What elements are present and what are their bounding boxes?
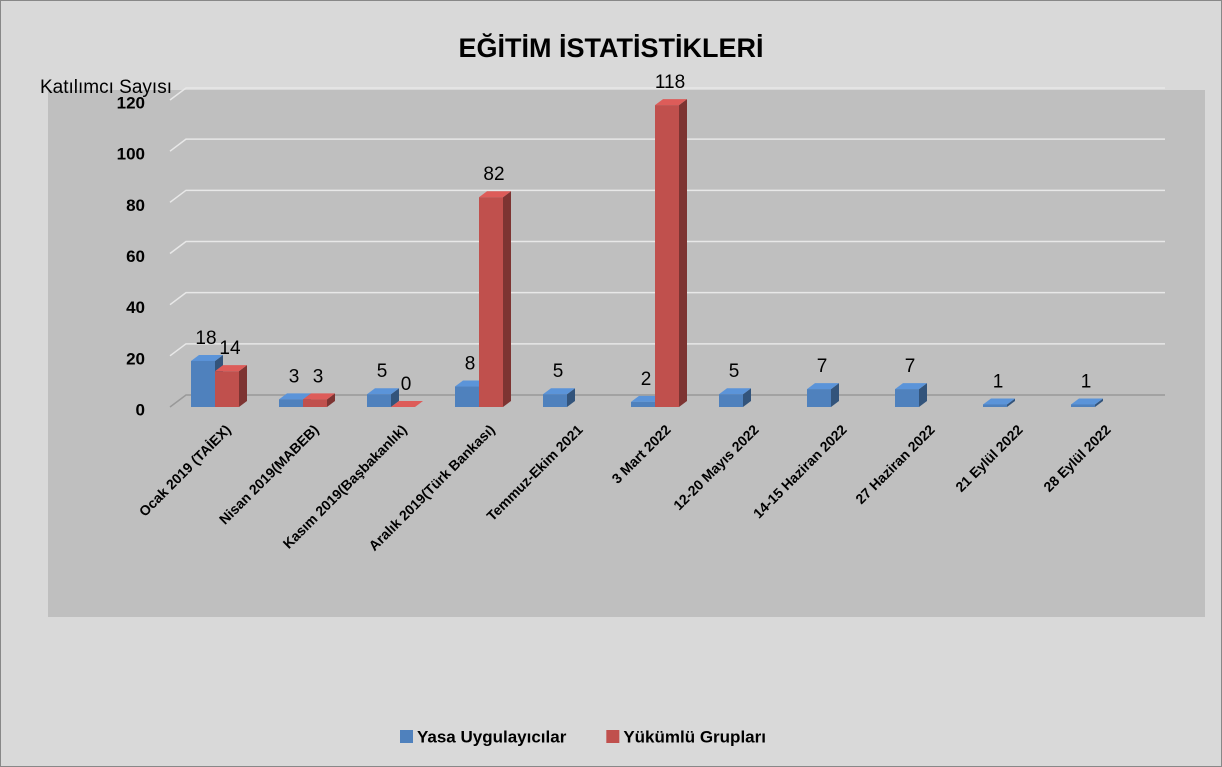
bar	[719, 394, 743, 407]
bar	[807, 389, 831, 407]
data-label: 18	[195, 328, 216, 349]
data-label: 7	[817, 356, 828, 377]
data-label: 14	[219, 338, 241, 359]
grid-line	[169, 189, 1165, 203]
bar	[215, 371, 239, 407]
y-tick-label: 100	[117, 145, 145, 164]
bar	[191, 360, 215, 407]
bar	[1071, 404, 1095, 407]
legend-label: Yasa Uygulayıcılar	[417, 727, 567, 746]
y-tick-label: 0	[136, 400, 145, 419]
bar-top	[279, 393, 311, 400]
bar-top	[215, 365, 247, 372]
legend-swatch	[400, 730, 413, 743]
data-label: 5	[729, 361, 740, 382]
bar-side	[919, 383, 927, 407]
bar-side	[391, 388, 399, 407]
bar	[655, 105, 679, 407]
bar-side	[327, 393, 335, 407]
data-label: 5	[377, 361, 388, 382]
bar-side	[567, 388, 575, 407]
data-label: 1	[993, 371, 1004, 392]
legend-swatch	[606, 730, 620, 743]
bar	[895, 389, 919, 407]
y-tick-label: 20	[126, 349, 145, 368]
data-label: 7	[905, 356, 916, 377]
bar-side	[239, 365, 247, 407]
bar-top	[303, 393, 335, 400]
bar	[983, 404, 1007, 407]
bar-side	[831, 383, 839, 407]
bar-top	[543, 388, 575, 395]
grid-line	[169, 240, 1165, 255]
grid-line	[169, 291, 1165, 306]
grid-line	[169, 138, 1165, 152]
bar-top	[895, 383, 927, 390]
bar-side	[743, 388, 751, 407]
data-label: 0	[401, 374, 412, 395]
data-label: 3	[313, 366, 324, 387]
plot-area	[48, 90, 1205, 617]
bar-top	[391, 401, 423, 407]
grid-line	[169, 87, 1165, 101]
data-label: 5	[553, 361, 564, 382]
bar-top	[983, 398, 1015, 405]
bar	[279, 399, 303, 407]
legend-label: Yükümlü Grupları	[623, 727, 766, 746]
bar-top	[655, 99, 687, 106]
y-tick-label: 80	[126, 196, 145, 215]
bar	[543, 394, 567, 407]
y-axis-label: Katılımcı Sayısı	[40, 77, 172, 98]
bar	[367, 394, 391, 407]
bar	[631, 401, 655, 407]
grid-line	[169, 343, 1165, 357]
bar-top	[191, 354, 223, 361]
data-label: 118	[655, 72, 685, 93]
bar-top	[807, 383, 839, 390]
bar	[479, 197, 503, 407]
data-label: 2	[641, 369, 652, 390]
bar-side	[503, 191, 511, 407]
bar-side	[679, 99, 687, 407]
data-label: 8	[465, 354, 476, 375]
y-tick-label: 40	[126, 298, 145, 317]
bar	[303, 399, 327, 407]
bar-side	[1095, 398, 1103, 407]
data-label: 3	[289, 366, 300, 387]
bar-top	[367, 388, 399, 395]
data-label: 1	[1081, 371, 1092, 392]
bar-side	[1007, 398, 1015, 407]
y-tick-label: 60	[126, 247, 145, 266]
chart-title: EĞİTİM İSTATİSTİKLERİ	[459, 32, 764, 63]
data-label: 82	[483, 164, 504, 185]
y-tick-label: 120	[117, 93, 145, 112]
bar-top	[479, 191, 511, 198]
bar-top	[719, 388, 751, 395]
bar	[455, 386, 479, 407]
bar-top	[1071, 398, 1103, 405]
